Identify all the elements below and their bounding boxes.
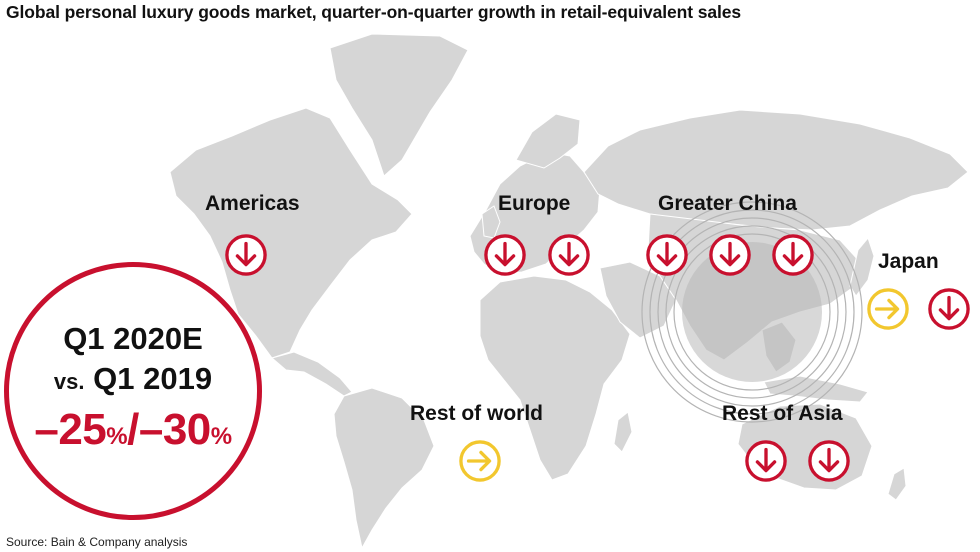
down-arrow-icon <box>646 234 688 276</box>
callout-period: Q1 2020E <box>63 321 203 356</box>
scandinavia-shape <box>515 113 581 169</box>
uk-shape <box>481 205 501 239</box>
down-arrow-icon <box>808 440 850 482</box>
right-arrow-icon <box>867 288 909 330</box>
callout-vs: vs. <box>53 369 85 394</box>
source-note: Source: Bain & Company analysis <box>6 535 188 549</box>
down-arrow-icon <box>709 234 751 276</box>
page-title: Global personal luxury goods market, qua… <box>6 2 742 22</box>
right-arrow-icon <box>459 440 501 482</box>
down-arrow-icon <box>225 234 267 276</box>
new-zealand-shape <box>887 467 907 501</box>
down-arrow-icon <box>772 234 814 276</box>
region-label-americas: Americas <box>205 192 300 215</box>
madagascar-shape <box>613 411 633 453</box>
china-highlight <box>682 242 822 382</box>
central-america-shape <box>270 351 353 397</box>
callout-base-period: Q1 2019 <box>93 361 213 396</box>
callout-range-sep: / <box>127 405 139 454</box>
summary-callout: Q1 2020E vs. Q1 2019 –25%/–30% <box>4 262 262 520</box>
north-america-shape <box>169 107 413 359</box>
callout-comparison: vs. Q1 2019 <box>9 361 257 397</box>
region-label-greater-china: Greater China <box>658 192 797 215</box>
south-america-shape <box>333 387 435 550</box>
middle-east-shape <box>599 261 677 339</box>
region-label-rest-of-world: Rest of world <box>410 402 544 425</box>
africa-shape <box>479 275 631 481</box>
callout-pct-a: % <box>106 423 128 450</box>
region-label-japan: Japan <box>878 250 939 273</box>
greenland-shape <box>329 33 469 177</box>
down-arrow-icon <box>548 234 590 276</box>
indonesia-shape <box>763 375 869 403</box>
callout-range: –25%/–30% <box>9 405 257 455</box>
region-label-rest-of-asia: Rest of Asia <box>722 402 843 425</box>
callout-pct-b: % <box>210 423 232 450</box>
down-arrow-icon <box>745 440 787 482</box>
down-arrow-icon <box>928 288 970 330</box>
japan-island-shape <box>849 236 875 297</box>
callout-range-high: –30 <box>138 405 211 454</box>
callout-range-low: –25 <box>34 405 107 454</box>
down-arrow-icon <box>484 234 526 276</box>
region-label-europe: Europe <box>498 192 571 215</box>
